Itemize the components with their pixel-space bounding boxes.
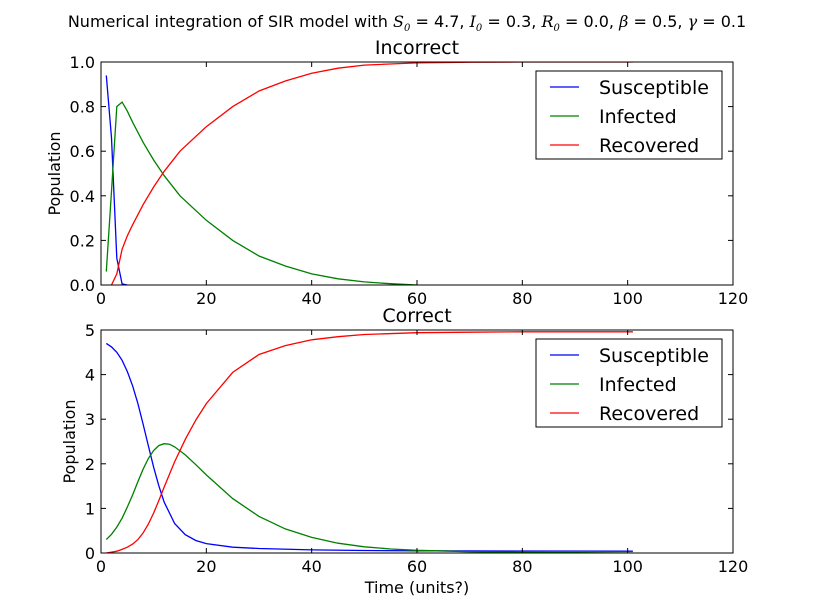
series-lines xyxy=(105,331,633,553)
y-tick-label: 4 xyxy=(85,366,95,385)
y-tick-label: 0 xyxy=(85,544,95,563)
y-tick-label: 0.6 xyxy=(70,142,95,161)
x-tick-label: 120 xyxy=(718,289,749,308)
legend-frame xyxy=(535,70,723,160)
x-tick-label: 80 xyxy=(512,557,532,576)
x-tick-label: 20 xyxy=(196,289,216,308)
x-tick-label: 100 xyxy=(612,289,643,308)
legend-label-infected: Infected xyxy=(599,106,677,128)
figure-suptitle: Numerical integration of SIR model with … xyxy=(68,12,746,34)
y-tick-label: 1 xyxy=(85,499,95,518)
series-line-infected xyxy=(105,443,633,553)
x-tick-label: 60 xyxy=(407,289,427,308)
panel-title: Incorrect xyxy=(375,37,459,59)
legend-label-recovered: Recovered xyxy=(599,403,699,425)
panel-correct: Correct 0 20 40 60 80 100 120 0 1 2 3 4 5 Population Su… xyxy=(60,305,748,576)
legend-label-infected: Infected xyxy=(599,374,677,396)
y-tick-label: 3 xyxy=(85,410,95,429)
series-line-susceptible xyxy=(105,75,128,285)
x-tick-label: 40 xyxy=(301,557,321,576)
y-tick-label: 0.0 xyxy=(70,276,95,295)
y-tick-label: 5 xyxy=(85,321,95,340)
x-tick-label: 80 xyxy=(512,289,532,308)
x-tick-label: 0 xyxy=(96,557,106,576)
y-tick-label: 2 xyxy=(85,455,95,474)
panel-incorrect: Incorrect 0 20 40 60 80 100 120 0.0 0.2 0.4 0.6 0.8 1… xyxy=(45,37,748,308)
x-tick-label: 120 xyxy=(718,557,749,576)
y-tick-label: 0.8 xyxy=(70,98,95,117)
x-tick-label: 20 xyxy=(196,557,216,576)
y-axis-label: Population xyxy=(45,131,64,215)
legend: Susceptible Infected Recovered xyxy=(535,70,723,160)
legend-label-recovered: Recovered xyxy=(599,135,699,157)
x-tick-label: 100 xyxy=(612,557,643,576)
legend: Susceptible Infected Recovered xyxy=(535,338,723,428)
y-axis-label: Population xyxy=(60,399,79,483)
x-tick-label: 40 xyxy=(301,289,321,308)
y-tick-label: 0.2 xyxy=(70,231,95,250)
series-line-recovered xyxy=(106,331,633,553)
x-tick-label: 60 xyxy=(407,557,427,576)
x-axis-label: Time (units?) xyxy=(364,578,470,597)
series-line-infected xyxy=(105,101,418,285)
legend-label-susceptible: Susceptible xyxy=(599,345,709,367)
x-tick-label: 0 xyxy=(96,289,106,308)
y-tick-label: 0.4 xyxy=(70,187,95,206)
legend-label-susceptible: Susceptible xyxy=(599,77,709,99)
legend-frame xyxy=(535,338,723,428)
y-tick-label: 1.0 xyxy=(70,53,95,72)
panel-title: Correct xyxy=(382,305,451,327)
series-line-susceptible xyxy=(105,342,633,552)
